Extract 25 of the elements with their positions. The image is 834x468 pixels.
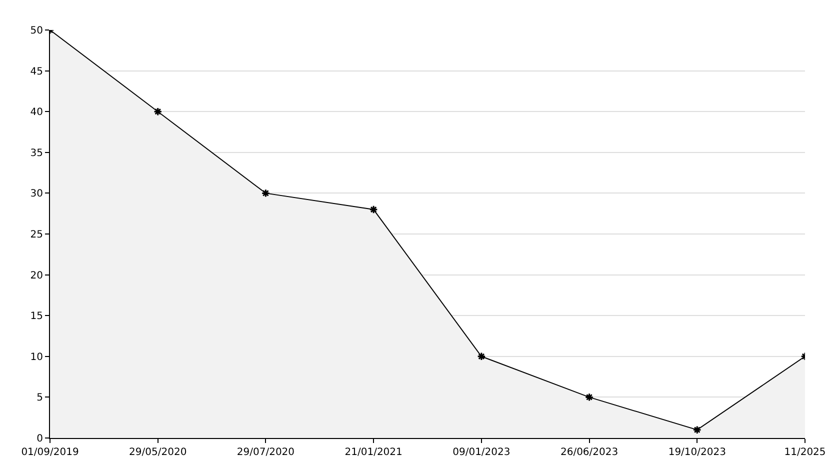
- x-tick-label: 11/2025: [784, 447, 826, 458]
- point: [477, 352, 486, 361]
- y-tick-label: 0: [36, 434, 43, 444]
- y-tick-label: 20: [30, 270, 43, 282]
- y-tick-label: 10: [30, 352, 43, 363]
- y-tick-label: 40: [30, 107, 43, 118]
- y-tick-label: 30: [30, 188, 43, 200]
- y-tick-label: 25: [30, 230, 43, 240]
- y-tick-label: 35: [30, 148, 43, 159]
- point: [369, 205, 378, 214]
- point: [261, 188, 270, 198]
- x-tick-label: 09/01/2023: [452, 447, 510, 458]
- x-tick-label: 01/09/2019: [21, 447, 79, 458]
- point: [584, 392, 594, 402]
- x-tick-label: 29/07/2020: [236, 447, 295, 458]
- y-tick-label: 45: [30, 66, 43, 78]
- point: [692, 425, 702, 434]
- x-tick-label: 29/05/2020: [129, 447, 187, 458]
- y-tick-label: 50: [30, 26, 43, 36]
- x-tick-label: 19/10/2023: [668, 447, 726, 458]
- x-tick-label: 26/06/2023: [560, 447, 618, 458]
- y-tick-label: 15: [30, 311, 43, 322]
- x-tick-label: 21/01/2021: [344, 447, 402, 458]
- y-tick-label: 5: [36, 392, 43, 404]
- point: [154, 107, 162, 116]
